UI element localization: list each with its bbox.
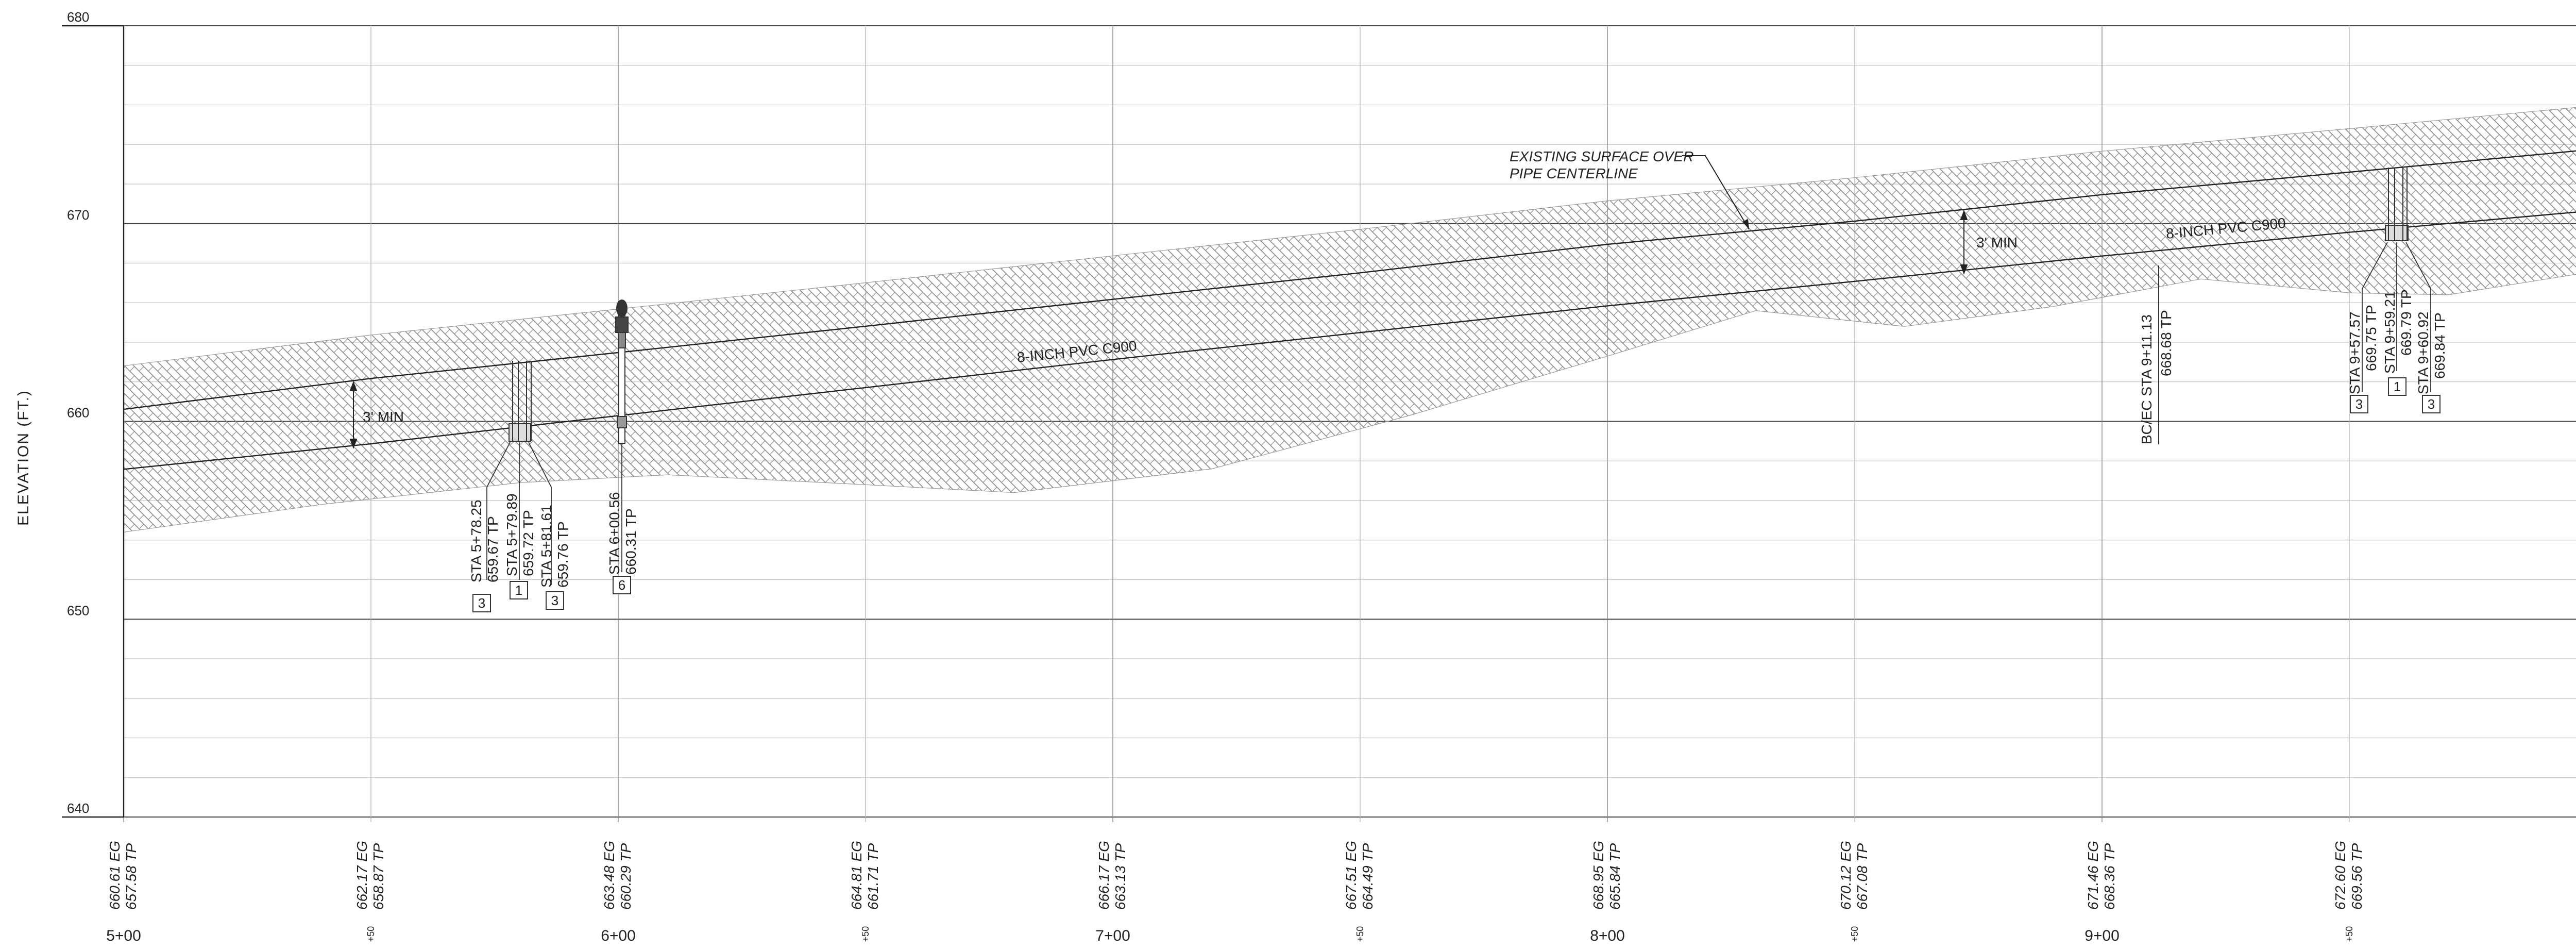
eg-elevation-label: 663.48 EG — [601, 841, 617, 910]
callout-elev: 659.76 TP — [555, 521, 571, 588]
station-tick-label: 5+00 — [106, 927, 141, 944]
callout-elev: 660.31 TP — [623, 508, 639, 575]
callout-elev: 668.68 TP — [2158, 310, 2174, 376]
tp-elevation-label: 661.71 TP — [865, 843, 881, 910]
station-tick-label: 7+00 — [1095, 927, 1130, 944]
callout-tag: 6 — [618, 577, 625, 593]
station-tick-label: 6+00 — [601, 927, 636, 944]
station-tick-label: +50 — [366, 926, 376, 942]
eg-elevation-label: 672.60 EG — [2332, 841, 2348, 910]
callout-tag: 3 — [2428, 396, 2435, 412]
callout-sta: STA 5+81.61 — [538, 505, 554, 588]
eg-elevation-label: 671.46 EG — [2085, 841, 2101, 910]
min-cover-label: 3' MIN — [363, 409, 404, 425]
surface-note: PIPE CENTERLINE — [1510, 165, 1638, 181]
callout-elev: 669.79 TP — [2398, 289, 2414, 356]
elevation-table: 660.61 EG 657.58 TP 662.17 EG 658.87 TP 663.… — [107, 841, 2576, 910]
callout-tag: 1 — [2394, 379, 2401, 394]
callout-elev: 659.67 TP — [485, 516, 501, 582]
eg-elevation-label: 668.95 EG — [1590, 841, 1606, 910]
elevation-tick-label: 640 — [67, 801, 89, 816]
callout-elev: 659.72 TP — [520, 510, 536, 576]
station-labels: 5+00+506+00+507+00+508+00+509+00+5010+00 — [106, 926, 2576, 944]
callout-tag: 3 — [478, 595, 485, 611]
eg-elevation-label: 667.51 EG — [1343, 841, 1359, 910]
tp-elevation-label: 663.13 TP — [1112, 843, 1128, 910]
eg-elevation-label: 662.17 EG — [354, 841, 370, 910]
station-tick-label: 9+00 — [2084, 927, 2120, 944]
tp-elevation-label: 667.08 TP — [1854, 843, 1870, 910]
station-tick-label: +50 — [860, 926, 871, 942]
callout-elev: 669.75 TP — [2363, 305, 2379, 371]
tp-elevation-label: 668.36 TP — [2102, 843, 2117, 910]
callout-elev: 669.84 TP — [2432, 312, 2448, 379]
soil-hatch-band — [124, 106, 2576, 532]
callout-tag: 3 — [551, 593, 558, 608]
callout-sta: STA 5+79.89 — [504, 493, 520, 576]
callout-sta: STA 9+59.21 — [2382, 291, 2398, 374]
station-tick-label: +50 — [1850, 926, 1860, 942]
surface-note: EXISTING SURFACE OVER — [1510, 148, 1693, 164]
y-axis-label: ELEVATION (FT.) — [15, 390, 32, 526]
tp-elevation-label: 665.84 TP — [1607, 843, 1623, 910]
callout-tag: 1 — [515, 582, 522, 598]
eg-elevation-label: 664.81 EG — [849, 841, 865, 910]
station-tick-label: +50 — [1355, 926, 1365, 942]
eg-elevation-label: 670.12 EG — [1838, 841, 1854, 910]
tp-elevation-label: 664.49 TP — [1360, 843, 1376, 910]
tp-elevation-label: 657.58 TP — [123, 843, 139, 910]
tp-elevation-label: 660.29 TP — [618, 843, 634, 910]
eg-elevation-label: 666.17 EG — [1096, 841, 1112, 910]
elevation-tick-label: 680 — [67, 9, 89, 25]
min-cover-label: 3' MIN — [1976, 235, 2018, 251]
tp-elevation-label: 669.56 TP — [2349, 843, 2365, 910]
callout-sta: STA 6+00.56 — [606, 492, 622, 575]
elevation-tick-label: 670 — [67, 207, 89, 223]
callout-sta: BC/EC STA 9+11.13 — [2139, 314, 2155, 444]
elevation-tick-label: 660 — [67, 405, 89, 421]
callout-tag: 3 — [2355, 396, 2363, 412]
callout-sta: STA 5+78.25 — [468, 499, 484, 582]
station-tick-label: +50 — [2344, 926, 2354, 942]
callout-sta: STA 9+60.92 — [2415, 311, 2431, 394]
elevation-tick-label: 650 — [67, 603, 89, 618]
station-tick-label: 8+00 — [1590, 927, 1625, 944]
tp-elevation-label: 658.87 TP — [370, 843, 386, 910]
eg-elevation-label: 660.61 EG — [107, 841, 123, 910]
callout-sta: STA 9+57.57 — [2347, 311, 2363, 394]
